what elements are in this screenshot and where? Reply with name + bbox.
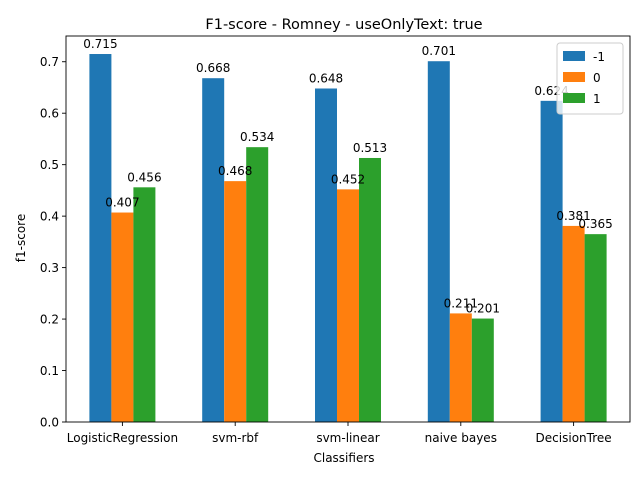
data-label: 0.648 [309,71,343,85]
bar [359,157,381,422]
data-label: 0.211 [444,296,478,310]
x-axis-label: Classifiers [313,451,374,465]
legend-swatch [563,72,585,82]
data-label: 0.701 [422,44,456,58]
data-label: 0.407 [105,196,139,210]
bar [540,100,563,423]
legend-swatch [563,93,585,103]
x-tick-label: svm-rbf [212,431,259,445]
legend-label: -1 [593,50,605,64]
data-label: 0.452 [331,172,365,186]
data-label: 0.715 [83,37,117,51]
legend: -1 0 1 [556,42,624,115]
bar [133,187,156,422]
y-tick-label: 0.2 [40,313,59,327]
y-tick-label: 0.6 [40,107,59,121]
data-label: 0.456 [127,170,161,184]
data-label: 0.534 [240,130,274,144]
bar [111,212,134,422]
legend-label: 0 [593,71,601,85]
bar [337,189,359,422]
bar [471,318,494,422]
legend-swatch [563,51,585,61]
bar [89,54,112,422]
bar [449,313,472,422]
x-tick-label: DecisionTree [536,431,612,445]
bar [315,88,337,422]
legend-label: 1 [593,92,601,106]
bar [584,234,607,422]
data-label: 0.381 [556,209,590,223]
bar [427,61,450,423]
y-tick-label: 0.1 [40,364,59,378]
bar [246,147,269,422]
y-tick-label: 0.5 [40,158,59,172]
y-tick-label: 0.0 [40,416,59,430]
bar [224,181,247,422]
bar [562,225,585,422]
x-tick-label: naive bayes [425,431,497,445]
y-axis-label: f1-score [14,214,28,262]
y-tick-label: 0.7 [40,55,59,69]
data-label: 0.468 [218,164,252,178]
data-label: 0.668 [196,61,230,75]
x-tick-label: svm-linear [316,431,379,445]
data-label: 0.201 [466,302,500,316]
data-label: 0.365 [578,217,612,231]
x-tick-label: LogisticRegression [67,431,178,445]
bar [202,78,225,422]
y-tick-label: 0.3 [40,261,59,275]
plot-area: 0.7150.6680.6480.7010.6240.4070.4680.452… [40,35,631,445]
y-tick-label: 0.4 [40,210,59,224]
chart-title: F1-score - Romney - useOnlyText: true [205,17,482,33]
data-label: 0.513 [353,141,387,155]
